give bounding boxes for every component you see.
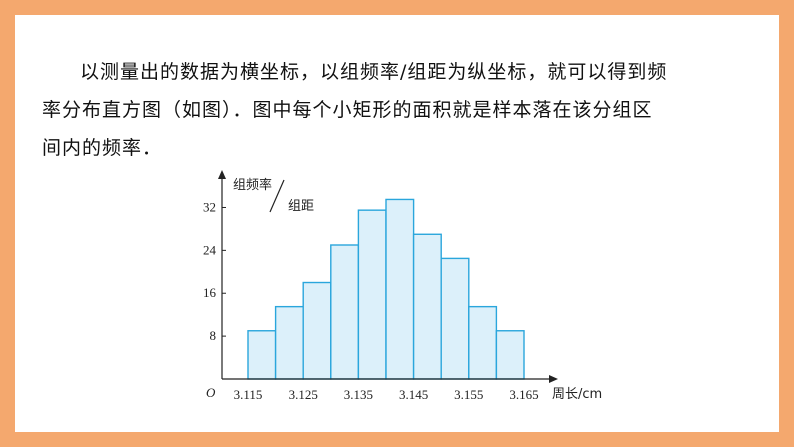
x-tick-label: 3.125 (289, 387, 318, 402)
y-axis-label-bottom: 组距 (288, 199, 314, 214)
x-axis-label: 周长/cm (552, 387, 602, 402)
paragraph-line-1-text: 以测量出的数据为横坐标，以组频率/组距为纵坐标，就可以得到频 (80, 61, 668, 83)
y-tick-label: 8 (210, 328, 217, 343)
y-axis-label-slash (269, 179, 285, 213)
histogram-bar (357, 209, 387, 380)
histogram-bar (330, 244, 360, 380)
histogram-bar (412, 233, 442, 380)
histogram-bar (440, 257, 470, 380)
y-ticks: 8 16 24 32 (203, 199, 226, 343)
histogram-bar (495, 330, 525, 380)
x-tick-label: 3.165 (509, 387, 538, 402)
histogram-bar (247, 330, 277, 380)
y-tick-label: 16 (203, 285, 217, 300)
histogram-bar (385, 198, 415, 380)
x-tick-label: 3.145 (399, 387, 428, 402)
body-paragraph: 以测量出的数据为横坐标，以组频率/组距为纵坐标，就可以得到频 率分布直方图（如图… (42, 53, 762, 167)
y-tick-label: 24 (203, 242, 217, 257)
histogram-bar (274, 305, 304, 380)
x-ticks: 3.115 3.125 3.135 3.145 3.155 3.165 (234, 387, 539, 402)
paragraph-line-3: 间内的频率． (42, 137, 163, 159)
histogram-bars (247, 198, 525, 380)
x-axis-arrow (549, 375, 558, 383)
x-tick-label: 3.135 (344, 387, 373, 402)
y-tick-label: 32 (203, 199, 216, 214)
paragraph-line-2: 率分布直方图（如图）．图中每个小矩形的面积就是样本落在该分组区 (42, 99, 653, 121)
origin-label: O (206, 385, 216, 400)
histogram-bar (468, 305, 498, 380)
y-axis-label-top: 组频率 (233, 177, 272, 193)
x-tick-label: 3.115 (234, 387, 263, 402)
paragraph-line-1: 以测量出的数据为横坐标，以组频率/组距为纵坐标，就可以得到频 (42, 53, 762, 91)
histogram-bar (302, 281, 332, 380)
x-tick-label: 3.155 (454, 387, 483, 402)
y-axis-arrow (218, 170, 226, 179)
